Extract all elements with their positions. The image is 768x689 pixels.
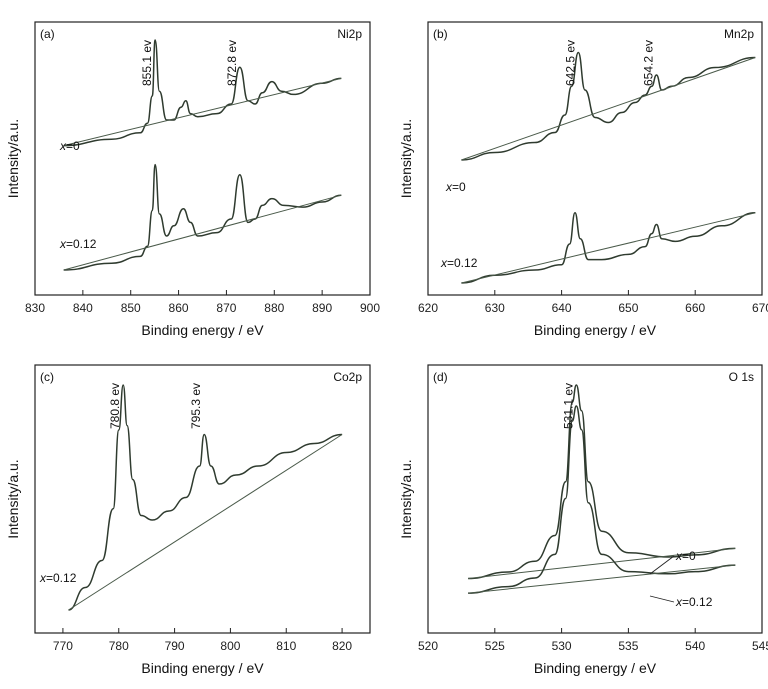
- curve-label-value: =0.12: [46, 571, 77, 585]
- panel-label: (a): [40, 27, 55, 41]
- element-label: Co2p: [333, 370, 362, 384]
- curve-label-value: =0: [452, 180, 466, 194]
- x-tick-label: 860: [169, 301, 189, 315]
- curve-label: x=0.12: [675, 595, 713, 609]
- curve-label-var: x: [39, 571, 47, 585]
- x-tick-label: 780: [109, 639, 129, 653]
- leader-line: [649, 555, 675, 575]
- x-axis-label: Binding energy / eV: [534, 660, 657, 676]
- y-axis-label: Intensity/a.u.: [5, 119, 21, 198]
- x-tick-label: 800: [220, 639, 240, 653]
- series-line: [461, 51, 756, 161]
- x-tick-label: 520: [418, 639, 438, 653]
- x-tick-label: 890: [312, 301, 332, 315]
- curve-label: x=0: [675, 549, 696, 563]
- x-axis-label: Binding energy / eV: [141, 660, 264, 676]
- curve-label: x=0: [59, 139, 80, 153]
- x-tick-label: 840: [73, 301, 93, 315]
- background-line: [461, 57, 756, 161]
- element-label: Mn2p: [724, 27, 754, 41]
- x-tick-label: 900: [360, 301, 380, 315]
- x-tick-label: 670: [752, 301, 768, 315]
- x-tick-label: 620: [418, 301, 438, 315]
- curve-label-var: x: [440, 256, 448, 270]
- background-line: [468, 564, 736, 594]
- x-tick-label: 640: [552, 301, 572, 315]
- curve-label-var: x: [675, 549, 683, 563]
- curve-label-value: =0.12: [447, 256, 478, 270]
- panel-label: (c): [40, 370, 54, 384]
- peak-label: 642.5 ev: [563, 40, 577, 86]
- series-line: [461, 212, 756, 284]
- peak-label: 780.8 ev: [108, 383, 122, 429]
- leader-line: [649, 595, 675, 603]
- x-tick-label: 545: [752, 639, 768, 653]
- x-tick-label: 530: [552, 639, 572, 653]
- curve-label-var: x: [675, 595, 683, 609]
- x-tick-label: 850: [121, 301, 141, 315]
- background-line: [63, 77, 342, 147]
- peak-label: 855.1 ev: [140, 40, 154, 86]
- peak-label: 531.1 ev: [561, 383, 575, 429]
- peak-label: 654.2 ev: [641, 40, 655, 86]
- x-tick-label: 630: [485, 301, 505, 315]
- panel-2: 620 630 640 650 660 670 Binding energy / eV Int…: [398, 21, 768, 338]
- peak-label: 872.8 ev: [225, 40, 239, 86]
- x-tick-label: 770: [53, 639, 73, 653]
- x-axis-label: Binding energy / eV: [534, 322, 657, 338]
- curve-label: x=0.12: [39, 571, 77, 585]
- plot-frame: [34, 364, 371, 634]
- curve-label: x=0.12: [440, 256, 478, 270]
- y-axis-label: Intensity/a.u.: [398, 459, 414, 538]
- series-line: [63, 39, 342, 147]
- curve-label-var: x: [59, 237, 67, 251]
- x-tick-label: 830: [25, 301, 45, 315]
- x-tick-label: 880: [264, 301, 284, 315]
- curve-label-value: =0: [66, 139, 80, 153]
- curve-label: x=0: [445, 180, 466, 194]
- series-line: [68, 384, 343, 611]
- plot-frame: [427, 364, 763, 634]
- x-axis-label: Binding energy / eV: [141, 322, 264, 338]
- panel-4: 520 525 530 535 540 545 Binding energy / eV Int…: [398, 364, 768, 676]
- curve-label: x=0.12: [59, 237, 97, 251]
- x-tick-label: 535: [618, 639, 638, 653]
- background-line: [461, 212, 756, 284]
- background-line: [63, 194, 342, 271]
- plot-frame: [34, 21, 371, 296]
- curve-label-value: =0.12: [682, 595, 713, 609]
- curve-label-value: =0: [682, 549, 696, 563]
- plot-frame: [427, 21, 763, 296]
- panel-3: 770 780 790 800 810 820 Binding energy / eV Int…: [5, 364, 371, 676]
- x-tick-label: 870: [216, 301, 236, 315]
- element-label: Ni2p: [337, 27, 362, 41]
- background-line: [68, 434, 343, 611]
- series-line: [468, 405, 736, 594]
- y-axis-label: Intensity/a.u.: [5, 459, 21, 538]
- curve-label-var: x: [445, 180, 453, 194]
- x-tick-label: 790: [165, 639, 185, 653]
- y-axis-label: Intensity/a.u.: [398, 119, 414, 198]
- curve-label-var: x: [59, 139, 67, 153]
- x-tick-label: 650: [618, 301, 638, 315]
- x-tick-label: 660: [685, 301, 705, 315]
- x-tick-label: 810: [276, 639, 296, 653]
- panel-label: (d): [433, 370, 448, 384]
- element-label: O 1s: [729, 370, 754, 384]
- series-line: [63, 163, 342, 271]
- background-line: [468, 547, 736, 579]
- x-tick-label: 525: [485, 639, 505, 653]
- panel-1: 830 840 850 860 870 880 890 900 Binding energy /…: [5, 21, 380, 338]
- peak-label: 795.3 ev: [189, 383, 203, 429]
- panel-label: (b): [433, 27, 448, 41]
- x-tick-label: 540: [685, 639, 705, 653]
- curve-label-value: =0.12: [66, 237, 97, 251]
- x-tick-label: 820: [332, 639, 352, 653]
